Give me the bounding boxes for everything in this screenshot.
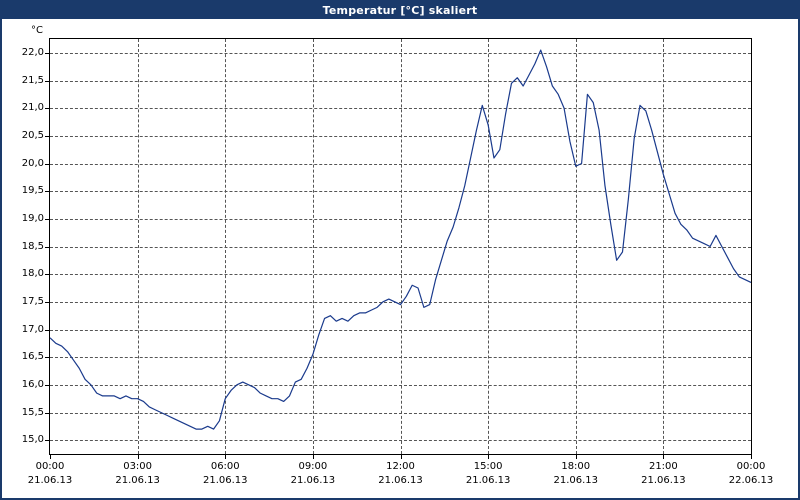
x-tick-label-date: 21.06.13 [465,475,511,486]
x-tick-label-time: 06:00 [210,461,240,472]
x-tick-label-date: 21.06.13 [641,475,686,486]
x-tick-mark [137,455,139,459]
y-tick-label: 17,0 [21,323,44,335]
gridline-horizontal [50,219,751,221]
x-tick-mark [312,455,314,459]
x-tick-label-date: 21.06.13 [378,475,423,486]
gridline-horizontal [50,247,751,249]
gridline-horizontal [50,136,751,138]
y-tick-mark [45,246,49,248]
x-tick-label-time: 18:00 [561,461,591,472]
y-tick-mark [45,108,49,110]
gridline-horizontal [50,385,751,387]
y-tick-label: 16,0 [21,378,44,390]
y-tick-mark [45,135,49,137]
gridline-horizontal [50,357,751,359]
gridline-horizontal [50,53,751,55]
x-tick-label-date: 21.06.13 [27,475,73,486]
x-tick-label-time: 15:00 [473,461,503,472]
gridline-horizontal [50,81,751,83]
y-tick-mark [45,440,49,442]
series-line [50,49,751,430]
y-tick-label: 21,5 [21,74,44,86]
y-tick-label: 16,5 [21,351,44,363]
y-tick-label: 15,0 [21,434,44,446]
x-tick-label-date: 22.06.13 [728,475,774,486]
y-tick-mark [45,301,49,303]
gridline-horizontal [50,108,751,110]
y-tick-mark [45,412,49,414]
x-tick-mark [50,455,51,459]
gridline-vertical [225,39,227,454]
gridline-horizontal [50,191,751,193]
x-tick-label-time: 21:00 [648,461,678,472]
y-tick-mark [45,163,49,165]
x-tick-mark [488,455,490,459]
x-tick-mark [400,455,402,459]
x-tick-mark [663,455,665,459]
gridline-vertical [138,39,140,454]
y-tick-mark [45,80,49,82]
y-tick-label: 17,5 [21,295,44,307]
x-tick-label-time: 00:00 [736,461,766,472]
x-tick-label-date: 21.06.13 [202,475,248,486]
y-tick-label: 18,5 [21,240,44,252]
y-tick-label: 22,0 [21,46,44,58]
y-tick-mark [45,191,49,193]
y-axis-label: °C [31,25,43,36]
y-tick-label: 18,0 [21,268,44,280]
x-tick-label-date: 21.06.13 [290,475,336,486]
gridline-vertical [488,39,490,454]
y-tick-label: 20,5 [21,129,44,141]
x-tick-mark [225,455,227,459]
gridline-vertical [576,39,578,454]
x-tick-label-date: 21.06.13 [553,475,599,486]
gridline-vertical [401,39,403,454]
y-tick-label: 21,0 [21,102,44,114]
gridline-horizontal [50,274,751,276]
gridline-horizontal [50,413,751,415]
window-title: Temperatur [°C] skaliert [322,4,478,17]
window-title-bar: Temperatur [°C] skaliert [2,2,798,19]
x-tick-label-time: 03:00 [123,461,153,472]
y-tick-label: 15,5 [21,406,44,418]
x-tick-mark [575,455,577,459]
temperature-series [50,49,751,430]
x-tick-label-time: 00:00 [35,461,65,472]
y-tick-label: 19,0 [21,212,44,224]
plot-area [49,38,752,455]
gridline-horizontal [50,164,751,166]
x-tick-label-time: 09:00 [298,461,328,472]
y-tick-mark [45,329,49,331]
x-tick-mark [751,455,752,459]
y-tick-mark [45,52,49,54]
y-tick-mark [45,274,49,276]
y-tick-mark [45,357,49,359]
y-tick-label: 19,5 [21,185,44,197]
x-tick-label-date: 21.06.13 [115,475,160,486]
y-tick-label: 20,0 [21,157,44,169]
gridline-horizontal [50,330,751,332]
y-tick-mark [45,384,49,386]
gridline-vertical [663,39,665,454]
gridline-horizontal [50,302,751,304]
gridline-vertical [313,39,315,454]
y-tick-mark [45,218,49,220]
x-tick-label-time: 12:00 [386,461,415,472]
gridline-horizontal [50,440,751,442]
